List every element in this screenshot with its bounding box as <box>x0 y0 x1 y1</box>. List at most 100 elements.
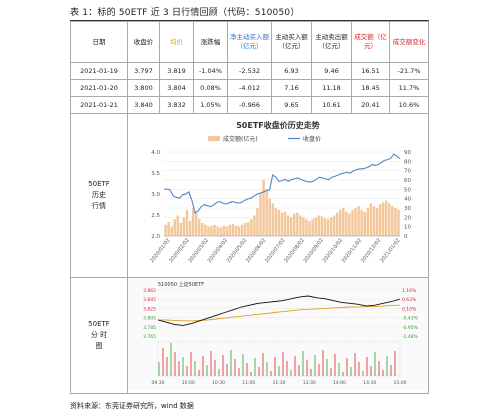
amount-bar <box>250 219 253 236</box>
right-tick-label: 80 <box>404 159 411 165</box>
amount-bar <box>375 208 379 236</box>
table-cell: 0.08% <box>193 79 228 97</box>
amount-bar <box>302 217 305 236</box>
amount-bar <box>207 226 210 236</box>
table-cell: 3.800 <box>127 79 160 97</box>
time-tick-label: 14:30 <box>363 380 376 386</box>
amount-bar <box>305 219 308 236</box>
amount-bar <box>394 208 397 236</box>
header-cell: 成交额变化 <box>389 21 429 63</box>
amount-bar <box>293 213 296 236</box>
price-tick-label: 3.785 <box>143 325 156 331</box>
table-cell: 10.61 <box>311 96 352 114</box>
price-tick-label: 3.845 <box>143 297 156 303</box>
right-tick-label: 30 <box>404 206 411 212</box>
price-tick-label: 3.805 <box>143 316 156 322</box>
table-cell: -0.966 <box>227 96 272 114</box>
right-tick-label: 70 <box>404 169 411 175</box>
header-cell: 均价 <box>159 21 194 63</box>
header-cell: 涨跌幅 <box>193 21 228 63</box>
right-tick-label: 0 <box>404 234 408 240</box>
amount-bar <box>366 208 370 236</box>
table-cell: 2021-01-19 <box>70 62 128 80</box>
amount-bar <box>216 226 219 236</box>
amount-bar <box>397 209 400 236</box>
table-cell: -1.04% <box>193 62 228 80</box>
amount-bar <box>286 215 290 236</box>
amount-bar <box>164 224 167 236</box>
x-tick-label: 2021/01/02 <box>379 238 401 264</box>
left-tick-label: 4.0 <box>151 150 160 156</box>
history-panel-label: 50ETF 历史 行情 <box>70 113 128 278</box>
amount-bar <box>185 209 189 236</box>
price-tick-label: 3.865 <box>143 288 156 294</box>
time-tick-label: 10:30 <box>212 380 225 386</box>
amount-bar <box>363 211 366 236</box>
amount-bar <box>289 217 293 236</box>
right-tick-label: 10 <box>404 225 411 231</box>
close-price-line <box>163 153 401 214</box>
amount-bar <box>176 215 180 236</box>
time-tick-label: 11:30 <box>273 380 286 386</box>
table-row: 2021-01-19 3.797 3.819 -1.04% -2.532 6.93 9.46… <box>70 62 429 80</box>
table-cell: -21.7% <box>389 62 429 80</box>
table-cell: 2021-01-20 <box>70 79 128 97</box>
amount-bar <box>280 212 284 236</box>
table-top-rule <box>70 20 429 21</box>
time-tick-label: 15:00 <box>394 380 407 386</box>
amount-bar <box>332 215 336 236</box>
pct-tick-label: 0.63% <box>402 297 417 303</box>
table-cell: 2021-01-21 <box>70 96 128 114</box>
avg-price-line <box>158 304 401 322</box>
left-tick-label: 3.0 <box>151 192 160 198</box>
amount-bar <box>335 212 339 236</box>
amount-bar <box>357 206 360 236</box>
amount-bar <box>378 204 382 236</box>
amount-bar <box>222 225 225 236</box>
table-cell: -2.532 <box>227 62 272 80</box>
header-cell: 成交额（亿元） <box>351 21 390 63</box>
table-caption: 表 1：标的 50ETF 近 3 日行情回顾（代码：510050） <box>70 8 300 18</box>
amount-bar <box>372 206 376 236</box>
amount-bar <box>323 218 327 236</box>
left-tick-label: 2.0 <box>151 234 160 240</box>
header-cell: 主动买入额（亿元） <box>271 21 312 63</box>
amount-bar <box>360 209 363 236</box>
pct-tick-label: -1.48% <box>402 334 419 340</box>
price-tick-label: 3.825 <box>143 306 156 312</box>
left-tick-label: 2.5 <box>151 213 160 219</box>
history-panel-row: 50ETF 历史 行情 50ETF收盘价历史走势 成交额(亿元) 收盘价 90 80 70… <box>70 113 429 278</box>
right-tick-label: 40 <box>404 197 411 203</box>
amount-bar <box>268 198 271 236</box>
table-cell: 3.840 <box>127 96 160 114</box>
table-cell: 6.93 <box>271 62 312 80</box>
amount-bar <box>339 209 342 236</box>
price-tick-label: 3.765 <box>143 334 156 340</box>
intraday-panel-label: 50ETF 分 时 图 <box>70 277 128 394</box>
legend-swatch-amount <box>208 136 220 141</box>
amount-bar <box>351 209 354 236</box>
amount-bar <box>348 213 351 236</box>
pct-tick-label: 0.10% <box>402 306 417 312</box>
amount-bar <box>308 221 311 236</box>
table-cell: 3.804 <box>159 79 194 97</box>
amount-bar <box>198 219 201 236</box>
amount-bar <box>243 222 247 236</box>
amount-bar <box>283 211 287 236</box>
intraday-title: 510050 上证50ETF <box>158 281 204 288</box>
table-cell: 11.18 <box>311 79 352 97</box>
amount-bar <box>173 219 176 236</box>
table-cell: 20.41 <box>351 96 390 114</box>
amount-bar <box>225 226 229 236</box>
quote-table: 日期 收盘价 均价 涨跌幅 净主动买入额（亿元） 主动买入额（亿元） 主动卖出额… <box>70 21 429 394</box>
amount-bar <box>167 222 170 236</box>
amount-bar <box>247 222 250 236</box>
amount-bar <box>342 208 345 236</box>
amount-bar <box>219 227 222 236</box>
table-cell: 11.7% <box>389 79 429 97</box>
table-cell: -4.012 <box>227 79 272 97</box>
time-tick-label: 13:30 <box>303 380 316 386</box>
amount-bar <box>210 225 213 236</box>
table-cell: 16.51 <box>351 62 390 80</box>
